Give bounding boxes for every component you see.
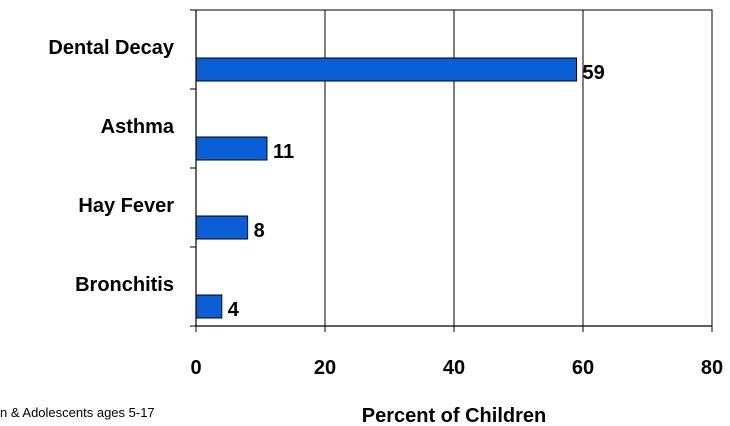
data-label: 8 (254, 220, 265, 242)
bar-hay-fever (195, 215, 249, 240)
x-tick-label: 20 (314, 357, 336, 379)
data-label: 11 (273, 141, 294, 163)
x-axis-title: Percent of Children (362, 405, 546, 426)
x-tick-label: 40 (443, 357, 465, 379)
x-tick-label: 80 (701, 357, 723, 379)
x-tick-label: 60 (572, 357, 594, 379)
bar-bronchitis (195, 294, 223, 319)
category-label: Asthma (101, 116, 175, 138)
data-label: 4 (228, 299, 240, 321)
bar-asthma (195, 136, 268, 161)
axes (190, 9, 713, 332)
x-tick-labels: 0 20 40 60 80 (190, 357, 723, 379)
data-labels: 59 11 8 4 (228, 62, 605, 321)
category-label: Hay Fever (78, 195, 174, 217)
x-tick-label: 0 (190, 357, 201, 379)
category-label: Bronchitis (75, 274, 174, 296)
category-label: Dental Decay (48, 37, 174, 59)
bars (195, 57, 578, 319)
footnote: n & Adolescents ages 5-17 (0, 405, 155, 420)
category-labels: Dental Decay Asthma Hay Fever Bronchitis (48, 37, 174, 296)
data-label: 59 (583, 62, 605, 84)
bar-dental-decay (195, 57, 578, 82)
